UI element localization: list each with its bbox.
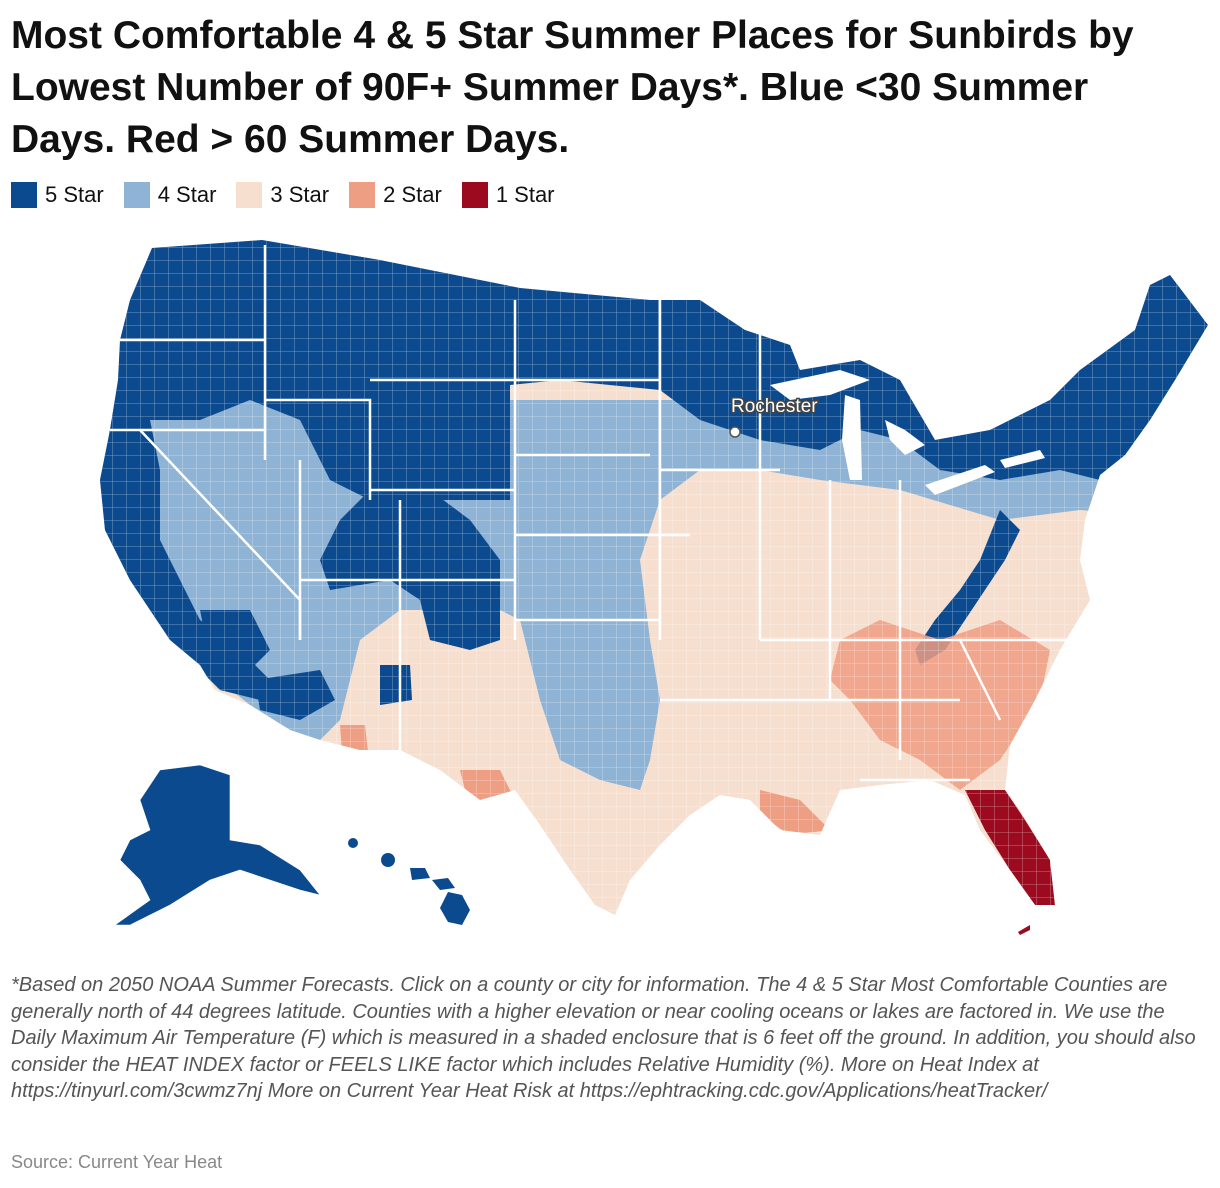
legend-item-1-star[interactable]: 1 Star <box>461 182 555 208</box>
legend-label-5-star: 5 Star <box>45 182 104 207</box>
city-label: Rochester <box>731 396 818 417</box>
legend-label-2-star: 2 Star <box>383 182 442 207</box>
legend: 5 Star 4 Star 3 Star 2 Star 1 Star <box>11 182 555 208</box>
alaska[interactable] <box>114 764 321 926</box>
legend-swatch-3-star <box>236 182 263 208</box>
us-county-choropleth-map[interactable]: Rochester <box>0 230 1220 950</box>
legend-item-4-star[interactable]: 4 Star <box>123 182 217 208</box>
great-lakes <box>770 370 1045 495</box>
source-note: Source: Current Year Heat <box>11 1152 223 1172</box>
hawaii[interactable] <box>348 838 470 925</box>
legend-swatch-5-star <box>11 182 37 208</box>
chart-title: Most Comfortable 4 & 5 Star Summer Place… <box>11 14 1134 161</box>
legend-label-3-star: 3 Star <box>270 182 330 207</box>
legend-item-5-star[interactable]: 5 Star <box>11 182 104 208</box>
city-marker-rochester[interactable]: Rochester <box>729 395 820 438</box>
county-borders <box>100 240 1208 915</box>
florida-keys[interactable] <box>1018 925 1030 935</box>
city-marker-dot[interactable] <box>729 426 741 438</box>
state-borders <box>110 245 1080 782</box>
footnote: *Based on 2050 NOAA Summer Forecasts. Cl… <box>11 974 1196 1102</box>
legend-swatch-2-star <box>349 182 376 208</box>
legend-swatch-4-star <box>123 182 150 208</box>
contiguous-us[interactable] <box>90 230 1220 930</box>
legend-item-2-star[interactable]: 2 Star <box>349 182 442 208</box>
legend-label-1-star: 1 Star <box>495 182 555 207</box>
legend-label-4-star: 4 Star <box>157 182 217 207</box>
legend-swatch-1-star <box>461 182 488 208</box>
legend-item-3-star[interactable]: 3 Star <box>236 182 329 208</box>
